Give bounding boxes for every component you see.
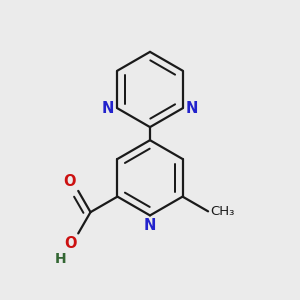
Text: H: H (55, 252, 67, 266)
Text: N: N (186, 101, 198, 116)
Text: CH₃: CH₃ (211, 205, 235, 218)
Text: O: O (63, 174, 76, 189)
Text: O: O (64, 236, 76, 251)
Text: N: N (144, 218, 156, 233)
Text: N: N (102, 101, 114, 116)
